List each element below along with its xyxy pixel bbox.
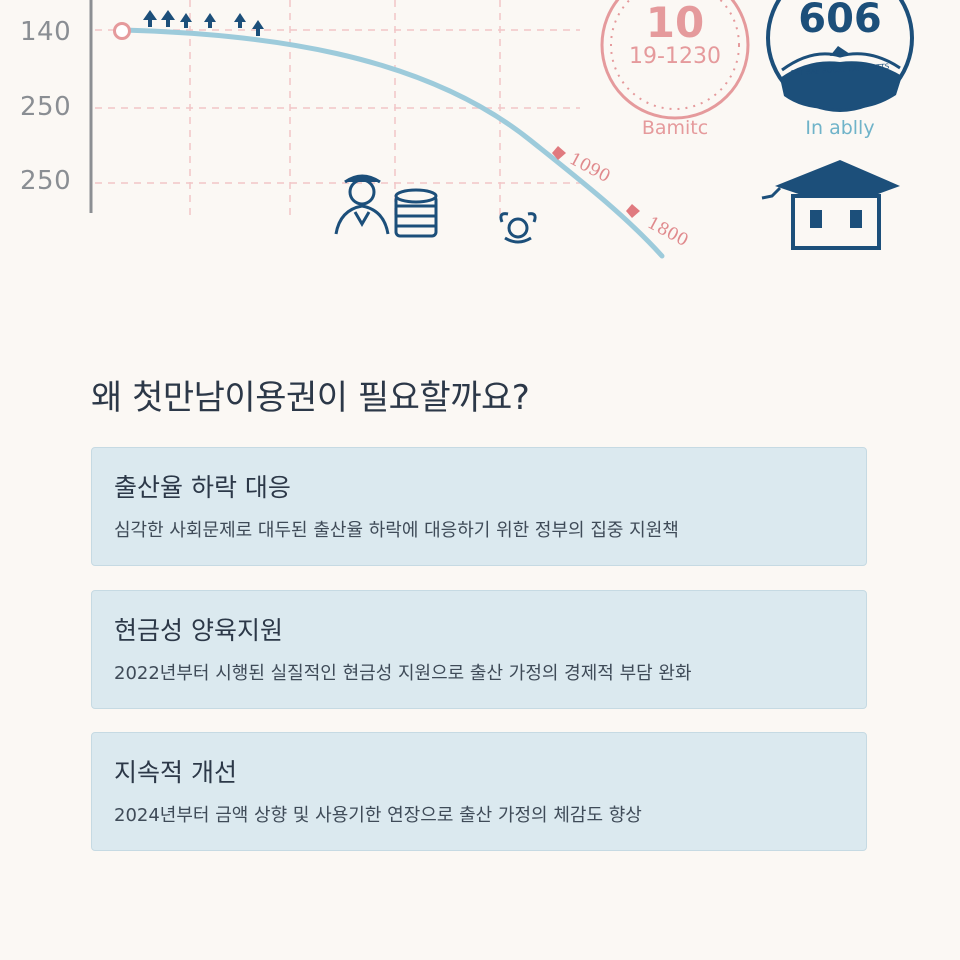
y-axis-label: 140 xyxy=(20,17,72,47)
y-axis-label: 250 xyxy=(20,92,72,122)
card-description: 2022년부터 시행된 실질적인 현금성 지원으로 출산 가정의 경제적 부담 … xyxy=(114,663,692,684)
badge-right-graphic xyxy=(766,0,914,112)
card-title: 현금성 양육지원 xyxy=(114,616,283,645)
card-description: 심각한 사회문제로 대두된 출산율 하락에 대응하기 위한 정부의 집중 지원책 xyxy=(114,520,679,541)
house-icon xyxy=(761,160,900,250)
badge-right-caption: In ablly xyxy=(805,117,875,139)
person-icon xyxy=(334,174,390,235)
hero-illustration: 140 250 250 1090 1800 10 19-1230 Bamitc … xyxy=(0,0,960,262)
reason-card: 출산율 하락 대응 심각한 사회문제로 대두된 출산율 하락에 대응하기 위한 … xyxy=(91,447,867,566)
badge-left-subtext: 19-1230 xyxy=(629,44,721,69)
section-title: 왜 첫만남이용권이 필요할까요? xyxy=(91,378,530,418)
point-marker-icon xyxy=(626,204,640,218)
hero-graphic xyxy=(89,0,914,259)
reason-card: 지속적 개선 2024년부터 금액 상향 및 사용기한 연장으로 출산 가정의 … xyxy=(91,732,867,851)
curve-start-point xyxy=(113,22,131,40)
badge-left-number: 10 xyxy=(645,0,705,47)
badge-left-graphic xyxy=(600,0,750,120)
up-arrows-icon xyxy=(143,10,264,36)
card-title: 지속적 개선 xyxy=(114,758,237,787)
badge-left-caption: Bamitc xyxy=(641,117,709,139)
badge-right-number: 606 xyxy=(798,0,882,42)
reason-card: 현금성 양육지원 2022년부터 시행된 실질적인 현금성 지원으로 출산 가정… xyxy=(91,590,867,709)
y-axis-label: 250 xyxy=(20,166,72,196)
decline-curve xyxy=(119,27,665,259)
card-title: 출산율 하락 대응 xyxy=(114,473,291,502)
baby-icon xyxy=(499,212,537,244)
coin-stack-icon xyxy=(394,188,438,238)
point-marker-icon xyxy=(552,146,566,160)
card-description: 2024년부터 금액 상향 및 사용기한 연장으로 출산 가정의 체감도 향상 xyxy=(114,805,642,826)
